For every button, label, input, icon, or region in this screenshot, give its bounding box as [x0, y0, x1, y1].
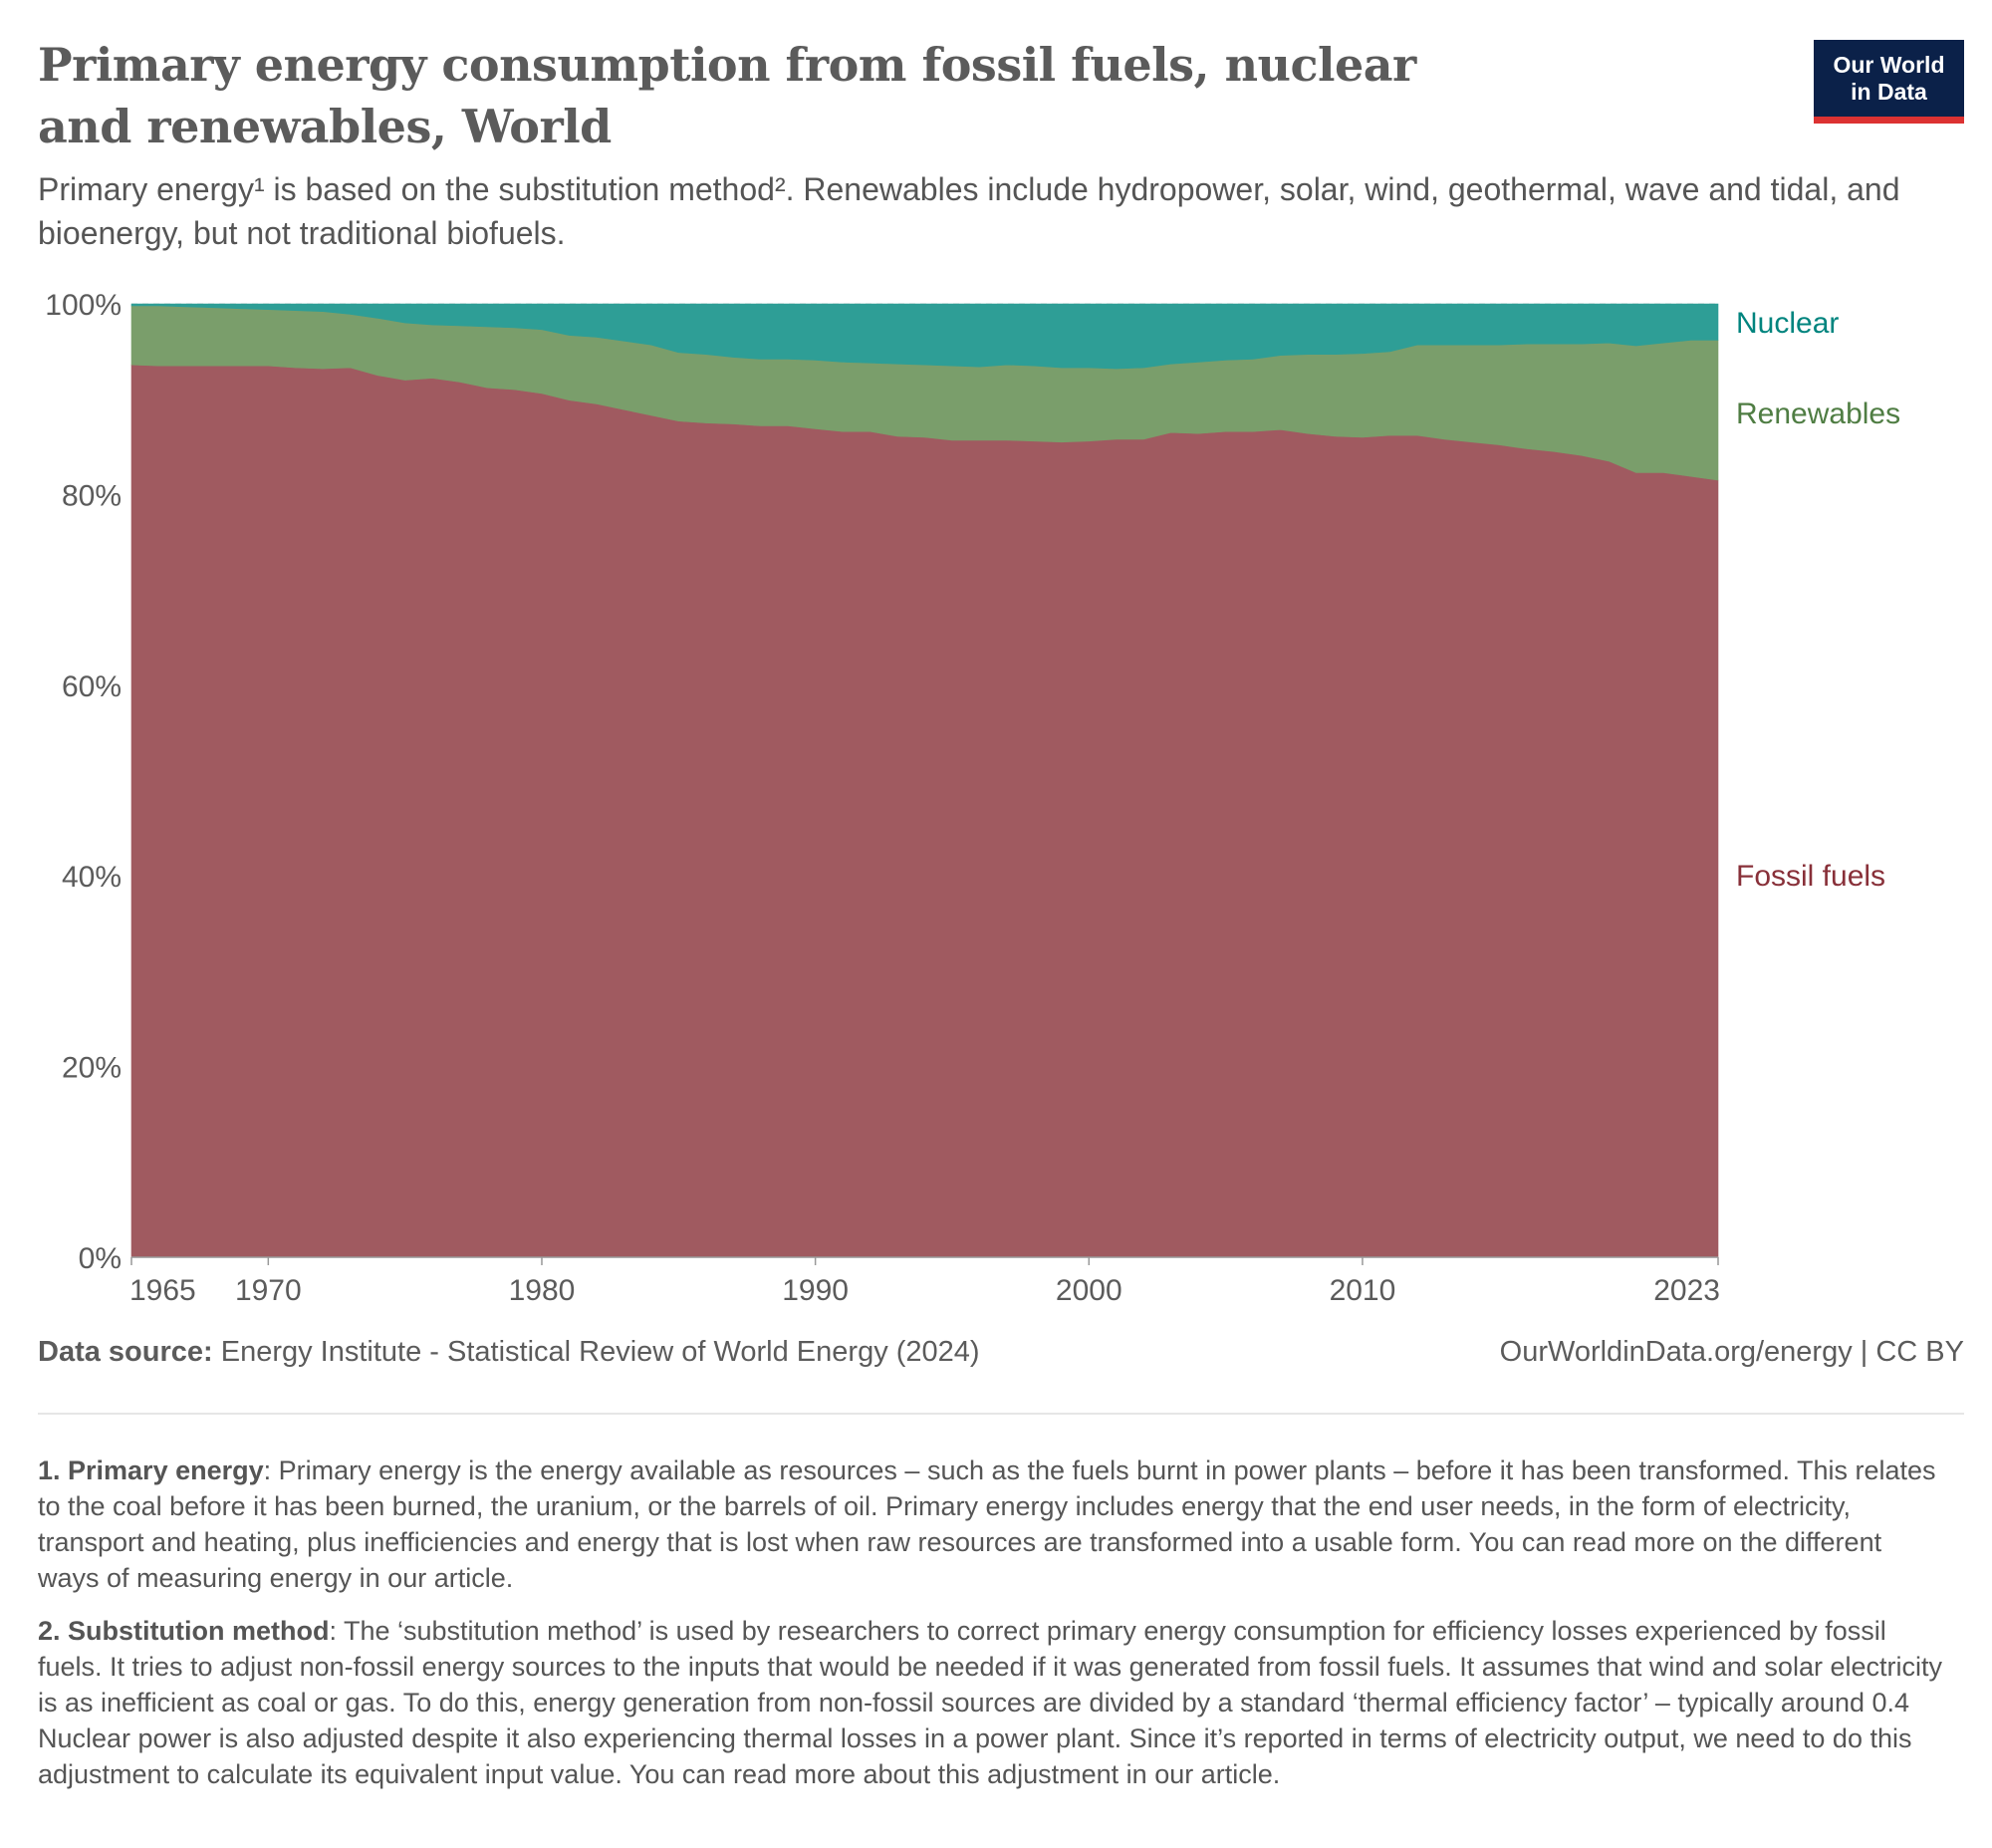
footnote-2-label: 2. Substitution method — [38, 1616, 330, 1646]
logo-line-2: in Data — [1851, 79, 1927, 105]
y-tick-label: 20% — [62, 1052, 122, 1085]
x-tick-label: 1990 — [782, 1274, 849, 1307]
logo-accent-bar — [1814, 117, 1964, 124]
y-tick-label: 60% — [62, 670, 122, 703]
area-series — [130, 303, 1719, 1258]
footnote-substitution-method: 2. Substitution method: The ‘substitutio… — [38, 1613, 1950, 1792]
owid-logo[interactable]: Our World in Data — [1814, 40, 1964, 124]
footnote-1-text: : Primary energy is the energy available… — [38, 1455, 1936, 1593]
footnote-2-text: : The ‘substitution method’ is used by r… — [38, 1616, 1942, 1789]
y-axis-ticks: 0% 20% 40% 60% 80% 100% — [45, 289, 122, 1275]
footer-divider — [38, 1413, 1964, 1415]
x-tick-label: 2000 — [1056, 1274, 1122, 1307]
x-axis-ticks: 1965 1970 1980 1990 2000 2010 2023 — [129, 1256, 1720, 1307]
fossil-fuels-area[interactable] — [130, 364, 1719, 1258]
footnote-1-label: 1. Primary energy — [38, 1455, 264, 1485]
y-tick-label: 40% — [62, 861, 122, 894]
label-nuclear[interactable]: Nuclear — [1736, 307, 1839, 340]
x-tick-label: 2010 — [1330, 1274, 1396, 1307]
y-tick-label: 0% — [79, 1242, 122, 1275]
chart-title: Primary energy consumption from fossil f… — [38, 38, 1416, 153]
series-labels: Fossil fuels Renewables Nuclear — [1736, 307, 1900, 893]
footnote-primary-energy: 1. Primary energy: Primary energy is the… — [38, 1452, 1950, 1596]
x-tick-label: 1965 — [129, 1274, 196, 1307]
x-tick-label: 1980 — [509, 1274, 576, 1307]
data-source-text: Energy Institute - Statistical Review of… — [220, 1336, 980, 1368]
chart-subtitle: Primary energy¹ is based on the substitu… — [38, 171, 1900, 251]
data-source-label: Data source: — [38, 1336, 213, 1368]
nuclear-area[interactable] — [130, 303, 1719, 370]
x-tick-label: 2023 — [1653, 1274, 1720, 1307]
source-url-link[interactable]: OurWorldinData.org/energy | CC BY — [1499, 1336, 1964, 1368]
y-tick-label: 80% — [62, 479, 122, 512]
data-source: Data source: Energy Institute - Statisti… — [38, 1336, 980, 1369]
label-fossil-fuels[interactable]: Fossil fuels — [1736, 860, 1885, 893]
logo-line-1: Our World — [1833, 52, 1945, 78]
y-tick-label: 100% — [45, 289, 122, 322]
x-tick-label: 1970 — [235, 1274, 302, 1307]
stacked-area-chart: 0% 20% 40% 60% 80% 100% 1965 1970 1980 1990 2000 2… — [45, 289, 1900, 1307]
label-renewables[interactable]: Renewables — [1736, 397, 1900, 430]
